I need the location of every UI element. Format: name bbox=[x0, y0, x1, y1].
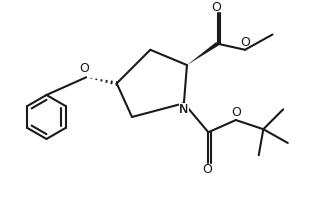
Text: N: N bbox=[179, 103, 189, 116]
Polygon shape bbox=[187, 42, 219, 65]
Text: O: O bbox=[231, 106, 241, 119]
Text: O: O bbox=[80, 62, 90, 75]
Text: N: N bbox=[179, 103, 189, 116]
Text: O: O bbox=[202, 163, 212, 176]
Text: O: O bbox=[211, 1, 221, 14]
Text: O: O bbox=[240, 36, 250, 49]
